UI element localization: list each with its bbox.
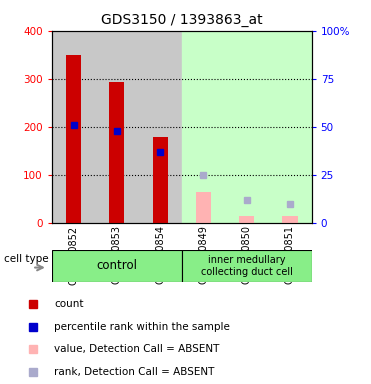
Bar bbox=[66, 55, 81, 223]
Bar bbox=[109, 82, 124, 223]
Bar bbox=[268, 31, 312, 223]
Bar bbox=[196, 192, 211, 223]
Text: rank, Detection Call = ABSENT: rank, Detection Call = ABSENT bbox=[54, 367, 215, 377]
Bar bbox=[182, 31, 225, 223]
Bar bbox=[152, 137, 168, 223]
Text: value, Detection Call = ABSENT: value, Detection Call = ABSENT bbox=[54, 344, 220, 354]
Bar bbox=[225, 31, 268, 223]
Bar bbox=[138, 31, 182, 223]
Bar bbox=[52, 31, 95, 223]
Text: control: control bbox=[96, 260, 137, 272]
Text: cell type: cell type bbox=[4, 254, 49, 264]
Title: GDS3150 / 1393863_at: GDS3150 / 1393863_at bbox=[101, 13, 263, 27]
Bar bbox=[239, 217, 254, 223]
Bar bbox=[52, 250, 182, 282]
Text: inner medullary
collecting duct cell: inner medullary collecting duct cell bbox=[201, 255, 293, 277]
Text: percentile rank within the sample: percentile rank within the sample bbox=[54, 322, 230, 332]
Bar bbox=[95, 31, 138, 223]
Text: count: count bbox=[54, 299, 84, 310]
Bar bbox=[182, 250, 312, 282]
Bar bbox=[282, 217, 298, 223]
